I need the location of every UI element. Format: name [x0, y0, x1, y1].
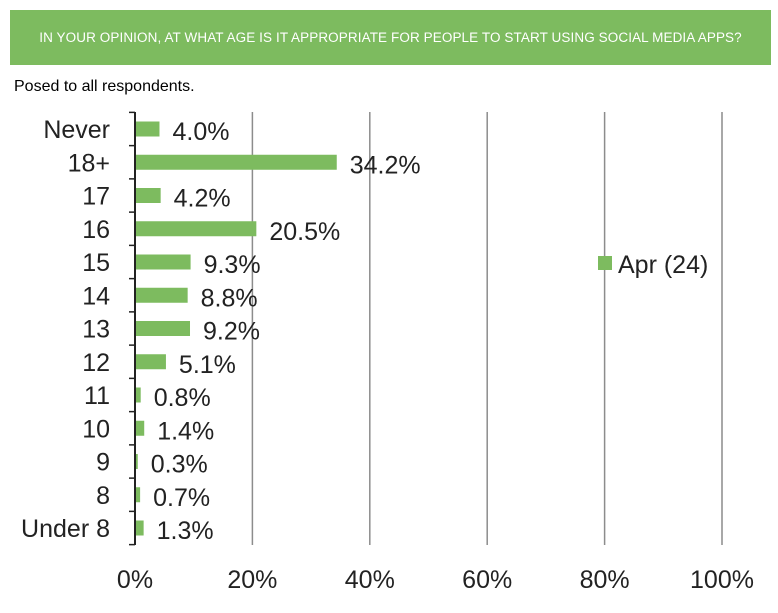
x-tick-label: 20%	[227, 566, 277, 594]
category-label: 13	[82, 316, 110, 344]
category-label: 16	[82, 216, 110, 244]
legend-swatch	[598, 256, 612, 270]
category-label: 9	[96, 449, 110, 477]
value-label: 8.8%	[201, 284, 258, 312]
value-label: 20.5%	[269, 218, 340, 246]
chart-subtitle: Posed to all respondents.	[14, 78, 195, 95]
value-label: 4.2%	[174, 185, 231, 213]
category-label: Never	[43, 116, 110, 144]
bars	[136, 121, 337, 536]
chart-title-banner: IN YOUR OPINION, AT WHAT AGE IS IT APPRO…	[10, 10, 771, 65]
category-label: Under 8	[21, 515, 110, 543]
category-label: 18+	[68, 149, 110, 177]
bar-11	[136, 387, 141, 403]
value-label: 9.3%	[204, 251, 261, 279]
x-tick-label: 0%	[117, 566, 153, 594]
bar-9	[136, 454, 138, 469]
grid-lines	[251, 112, 723, 545]
category-label: 11	[84, 382, 110, 410]
bar-12	[136, 354, 166, 370]
category-label: 14	[82, 282, 110, 310]
legend-label: Apr (24)	[618, 251, 708, 279]
value-labels: 4.0% 34.2% 4.2% 20.5% 9.3% 8.8% 9.2% 5.1% 0.8% 1.…	[151, 118, 421, 545]
value-label: 0.7%	[153, 484, 210, 512]
x-tick-label: 100%	[690, 566, 754, 594]
value-label: 34.2%	[350, 151, 421, 179]
bar-10	[136, 420, 145, 436]
bar-15	[136, 254, 191, 270]
value-label: 9.2%	[203, 318, 260, 346]
bar-under-8	[136, 520, 144, 536]
category-label: 12	[82, 349, 110, 377]
bar-13	[136, 321, 191, 336]
bar-18-	[136, 154, 337, 170]
x-tick-label: 80%	[580, 566, 630, 594]
value-label: 5.1%	[179, 351, 236, 379]
value-label: 1.3%	[157, 517, 214, 545]
legend: Apr (24)	[598, 251, 708, 279]
bar-17	[136, 188, 161, 203]
x-tick-label: 60%	[462, 566, 512, 594]
x-tick-labels: 0% 20% 40% 60% 80% 100%	[117, 566, 754, 594]
category-label: 17	[82, 183, 110, 211]
y-axis	[129, 111, 136, 546]
category-label: 10	[82, 415, 110, 443]
category-label: 8	[96, 482, 110, 510]
bar-8	[136, 487, 141, 503]
bar-14	[136, 287, 188, 303]
category-label: 15	[82, 249, 110, 277]
value-label: 4.0%	[172, 118, 229, 146]
x-tick-label: 40%	[345, 566, 395, 594]
value-label: 1.4%	[157, 417, 214, 445]
bar-never	[136, 121, 160, 137]
value-label: 0.8%	[154, 384, 211, 412]
chart-title: IN YOUR OPINION, AT WHAT AGE IS IT APPRO…	[39, 30, 742, 45]
bar-16	[136, 221, 257, 237]
category-labels: Never 18+ 17 16 15 14 13 12 11 10 9 8 Under 8	[21, 116, 110, 543]
value-label: 0.3%	[151, 451, 208, 479]
